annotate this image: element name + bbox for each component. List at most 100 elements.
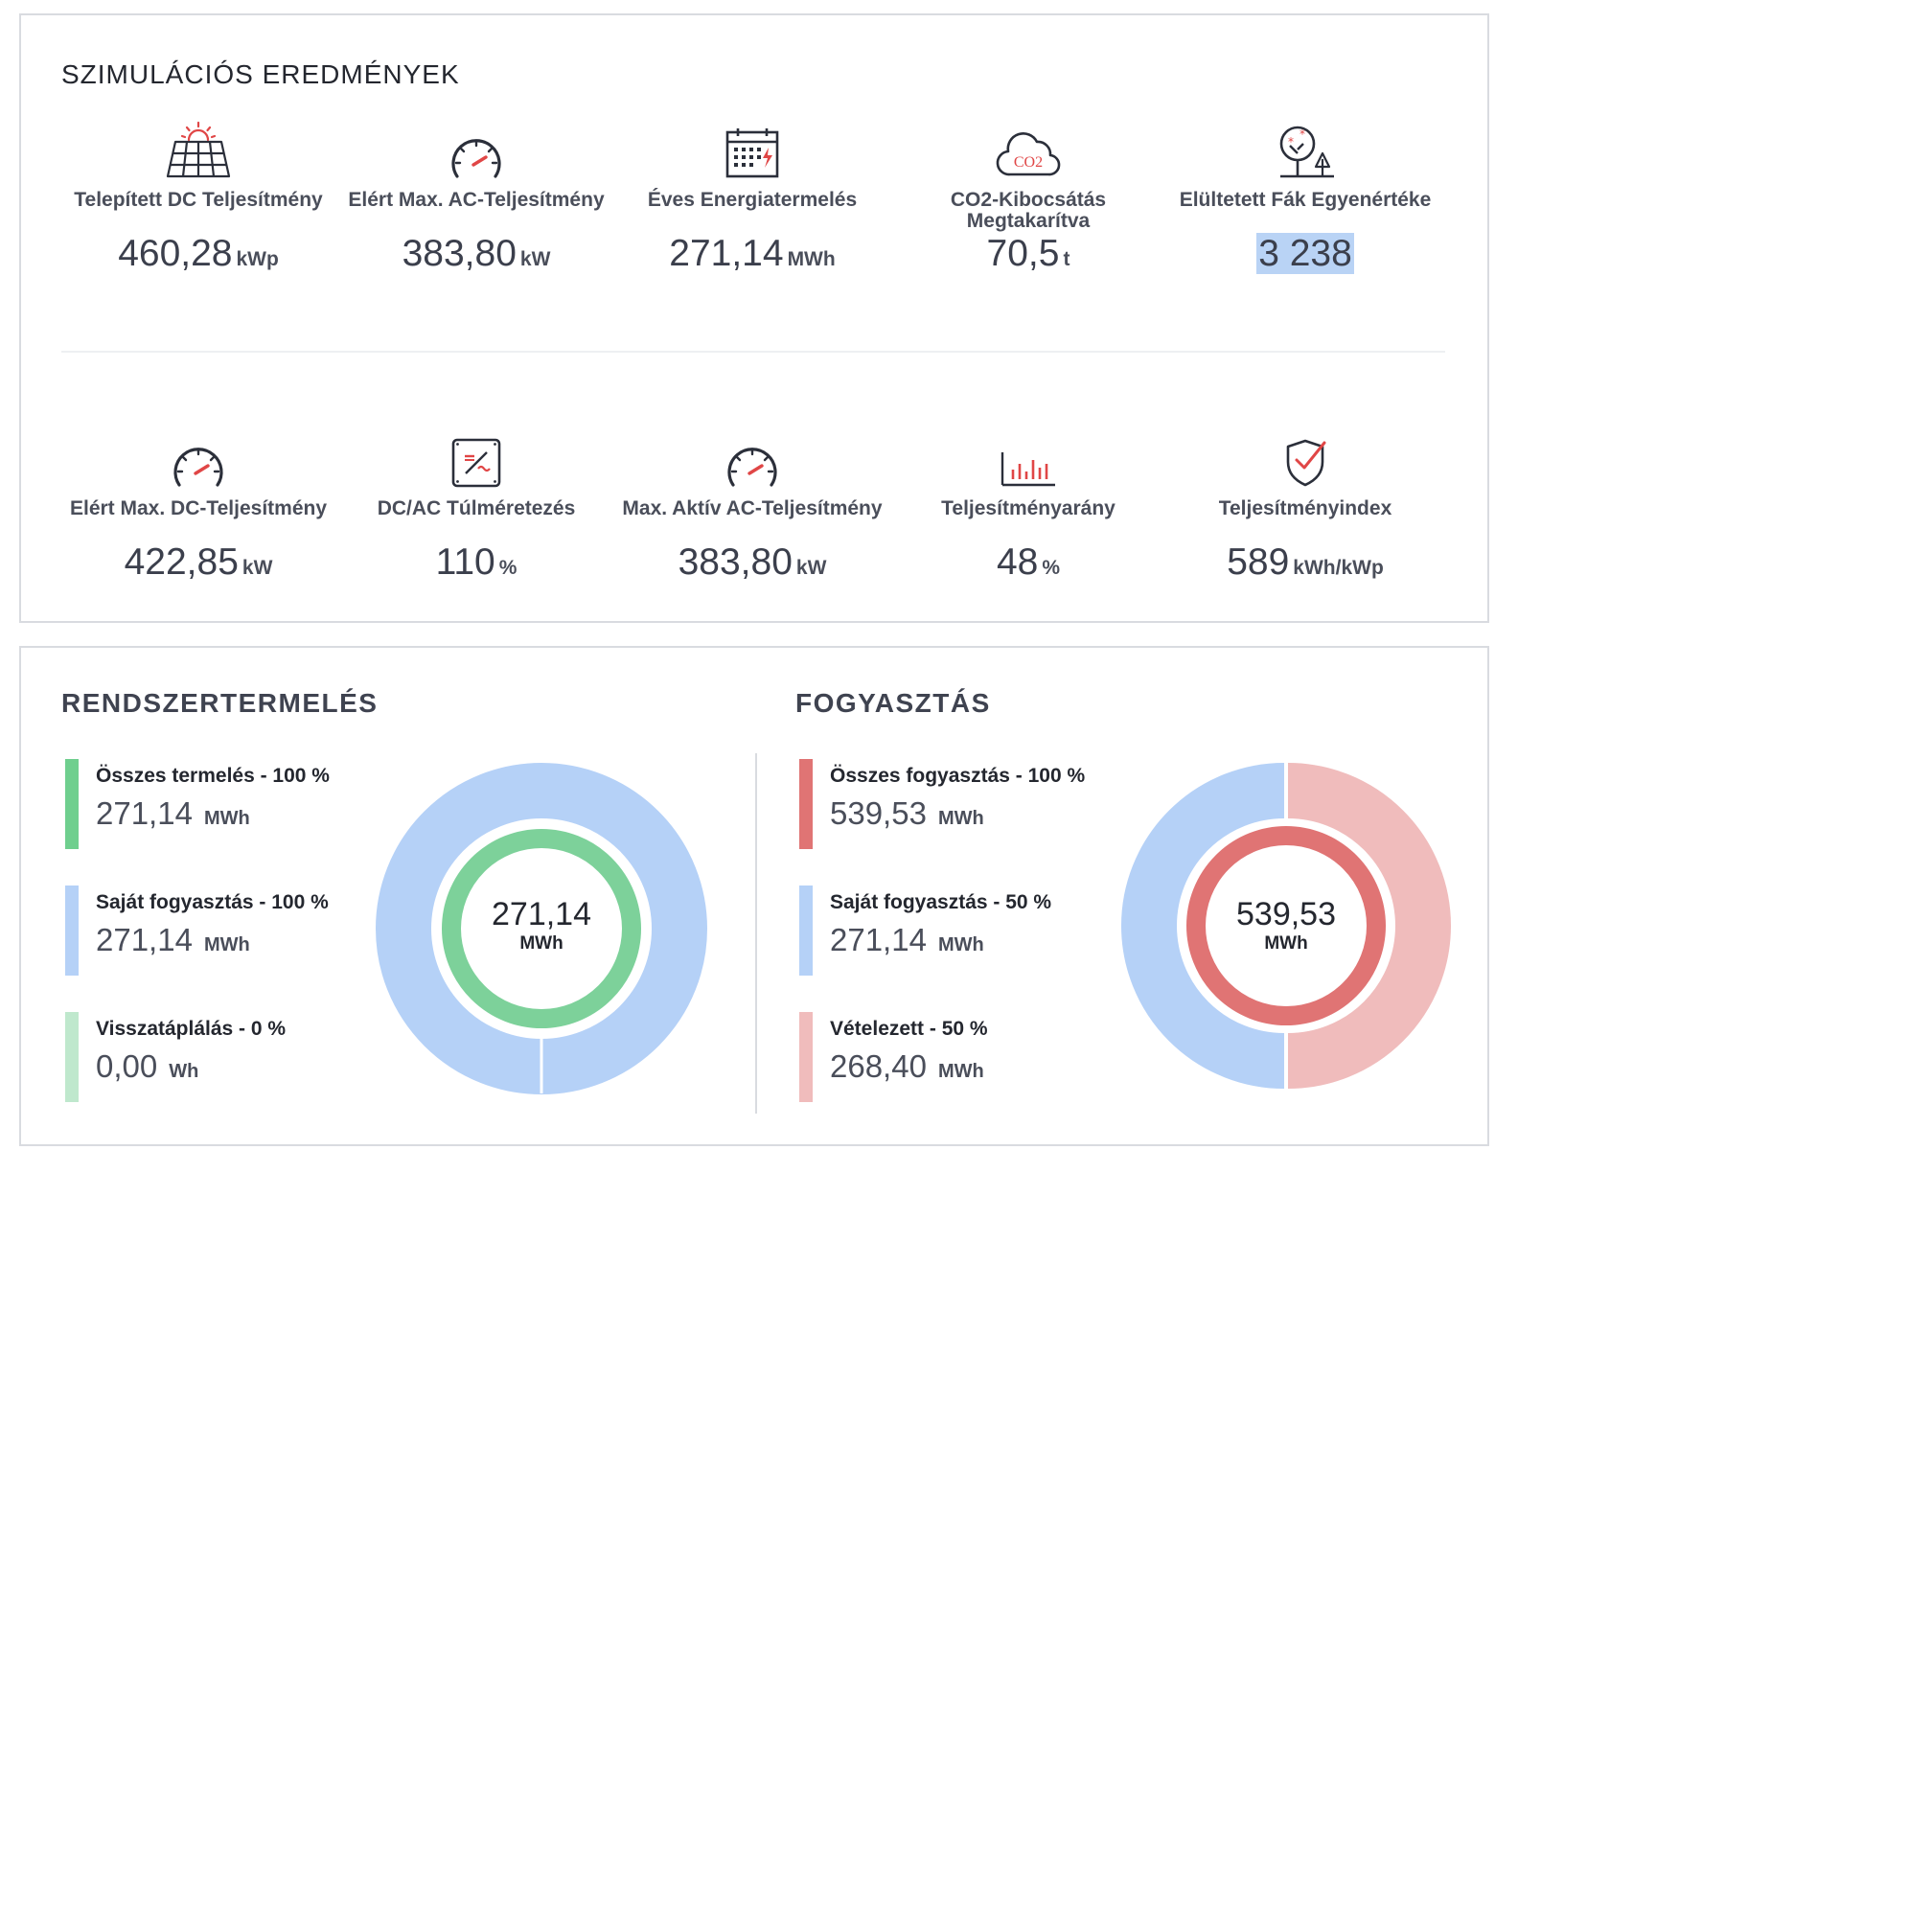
legend-color-bar (799, 886, 813, 976)
stat-label: Éves Energiatermelés (647, 189, 858, 211)
legend-label: Vételezett - 50 % (830, 1018, 988, 1040)
legend-label: Saját fogyasztás - 50 % (830, 891, 1052, 913)
gauge-icon (59, 427, 337, 489)
stat-unit: t (1063, 248, 1070, 270)
production-donut-center: 271,14 MWh (446, 895, 637, 954)
simulation-results-card: SZIMULÁCIÓS EREDMÉNYEK (19, 13, 1489, 623)
simulation-results-title: SZIMULÁCIÓS EREDMÉNYEK (61, 59, 460, 89)
legend-self-consumption: Saját fogyasztás - 100 % 271,14 MWh (65, 886, 381, 976)
stat-label: Telepített DC Teljesítmény (74, 189, 323, 211)
production-consumption-card: RENDSZERTERMELÉS FOGYASZTÁS Összes terme… (19, 646, 1489, 1146)
stat-value: 271,14 MWh (669, 233, 836, 274)
donut-center-unit: MWh (519, 933, 564, 954)
stat-unit: % (498, 557, 518, 579)
legend-unit: Wh (169, 1061, 199, 1082)
legend-label: Összes termelés - 100 % (96, 765, 330, 787)
legend-value: 271,14 MWh (96, 922, 250, 957)
legend-color-bar (65, 886, 79, 976)
donut-inner-ring-total-consumption (1186, 826, 1386, 1025)
stat-value: 3 238 (1166, 232, 1444, 276)
stat-label: Elért Max. AC-Teljesítmény (348, 189, 605, 211)
stat-max-active-ac-power: Max. Aktív AC-Teljesítmény 383,80 kW (613, 427, 891, 590)
stat-unit: kWp (236, 248, 279, 270)
legend-color-bar (799, 759, 813, 849)
donut-center-value: 539,53 (1236, 896, 1336, 932)
svg-text:*: * (1288, 135, 1294, 149)
gauge-icon (613, 427, 891, 489)
stat-performance-ratio: Teljesítményarány 48% (889, 427, 1167, 590)
stat-value: 70,5 t (986, 233, 1070, 274)
legend-unit: MWh (203, 934, 250, 955)
legend-self-consumption: Saját fogyasztás - 50 % 271,14 MWh (799, 886, 1116, 976)
inverter-icon (337, 427, 615, 489)
consumption-donut-chart (1121, 763, 1451, 1089)
stat-co2-saved: CO2 CO2-Kibocsátás Megtakarítva 70,5 t (889, 119, 1167, 282)
stat-value: 383,80 kW (678, 541, 827, 583)
legend-grid-purchase: Vételezett - 50 % 268,40 MWh (799, 1012, 1116, 1102)
stat-label: Teljesítményindex (1218, 497, 1392, 519)
co2-cloud-icon: CO2 (889, 119, 1167, 180)
production-donut-chart (376, 763, 707, 1094)
donut-center-unit: MWh (1264, 933, 1308, 954)
legend-value: 539,53 MWh (830, 795, 984, 831)
legend-label: Saját fogyasztás - 100 % (96, 891, 329, 913)
selected-value[interactable]: 3 238 (1256, 233, 1354, 274)
legend-label: Összes fogyasztás - 100 % (830, 765, 1086, 787)
stat-value: 589 kWh/kWp (1227, 541, 1384, 583)
solar-panel-icon (59, 119, 337, 180)
donut-segment-grid-purchase (1287, 763, 1451, 1089)
stat-performance-index: Teljesítményindex 589 kWh/kWp (1166, 427, 1444, 590)
gauge-icon (337, 119, 615, 180)
stat-label: Max. Aktív AC-Teljesítmény (622, 497, 883, 519)
stat-unit: kW (242, 557, 273, 579)
donut-segment-self-consumption (1121, 763, 1285, 1089)
stat-value: 48% (996, 541, 1061, 583)
legend-color-bar (65, 759, 79, 849)
legend-value: 271,14 MWh (96, 795, 250, 831)
stat-trees-equivalent: * * Elültetett Fák Egyenértéke 3 238 (1166, 119, 1444, 276)
legend-value: 271,14 MWh (830, 922, 984, 957)
legend-total-production: Összes termelés - 100 % 271,14 MWh (65, 759, 381, 849)
legend-unit: MWh (203, 808, 250, 829)
stat-value: 110% (435, 541, 518, 583)
stat-dc-ac-oversizing: DC/AC Túlméretezés 110% (337, 427, 615, 590)
legend-value: 0,00 Wh (96, 1048, 199, 1084)
consumption-donut-center: 539,53 MWh (1190, 895, 1382, 954)
legend-unit: MWh (937, 934, 984, 955)
section-divider (61, 351, 1445, 353)
stat-unit: kW (519, 248, 551, 270)
stat-unit: kWh/kWp (1293, 557, 1384, 579)
stat-unit: kW (795, 557, 827, 579)
consumption-title: FOGYASZTÁS (795, 688, 991, 718)
legend-unit: MWh (937, 808, 984, 829)
co2-icon-text: CO2 (1014, 154, 1043, 171)
stat-label: Elért Max. DC-Teljesítmény (69, 497, 328, 519)
legend-feed-in: Visszatáplálás - 0 % 0,00 Wh (65, 1012, 381, 1102)
stat-max-ac-power: Elért Max. AC-Teljesítmény 383,80 kW (337, 119, 615, 282)
calendar-energy-icon (613, 119, 891, 180)
legend-color-bar (65, 1012, 79, 1102)
bar-chart-icon (889, 427, 1167, 489)
stat-label: DC/AC Túlméretezés (377, 497, 576, 519)
legend-label: Visszatáplálás - 0 % (96, 1018, 287, 1040)
legend-total-consumption: Összes fogyasztás - 100 % 539,53 MWh (799, 759, 1116, 849)
donut-inner-ring-total-production (442, 829, 641, 1028)
legend-unit: MWh (937, 1061, 984, 1082)
stat-value: 460,28 kWp (118, 233, 279, 274)
legend-value: 268,40 MWh (830, 1048, 984, 1084)
stat-unit: MWh (787, 248, 836, 270)
shield-check-icon (1166, 427, 1444, 489)
legend-color-bar (799, 1012, 813, 1102)
stat-value: 383,80 kW (402, 233, 551, 274)
production-title: RENDSZERTERMELÉS (61, 688, 379, 718)
donut-center-value: 271,14 (492, 896, 591, 932)
trees-icon: * * (1166, 119, 1444, 180)
stat-label: Teljesítményarány (941, 497, 1116, 519)
stat-label: Elültetett Fák Egyenértéke (1179, 189, 1432, 211)
stat-max-dc-power: Elért Max. DC-Teljesítmény 422,85 kW (59, 427, 337, 590)
svg-text:*: * (1300, 127, 1305, 141)
stat-unit: % (1042, 557, 1061, 579)
stat-value: 422,85 kW (124, 541, 273, 583)
stat-annual-energy: Éves Energiatermelés 271,14 MWh (613, 119, 891, 282)
stat-installed-dc-power: Telepített DC Teljesítmény 460,28 kWp (59, 119, 337, 282)
